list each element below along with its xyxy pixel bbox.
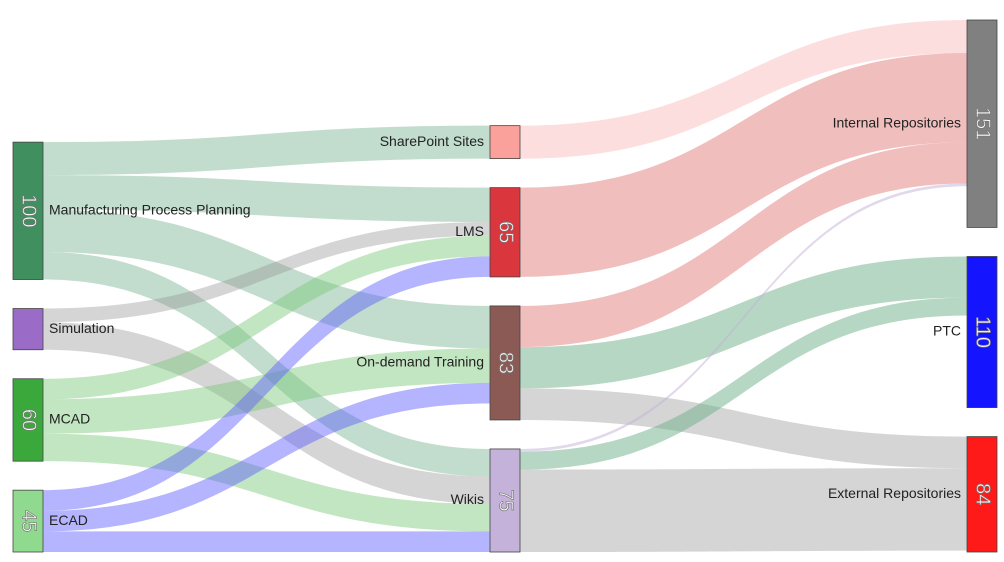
link bbox=[520, 388, 967, 469]
link bbox=[43, 252, 490, 477]
link bbox=[43, 348, 490, 434]
node-value: 45 bbox=[18, 510, 40, 532]
link bbox=[43, 175, 490, 222]
node-label: MCAD bbox=[49, 411, 90, 427]
link bbox=[43, 256, 490, 511]
node bbox=[489, 448, 521, 553]
node-value: 84 bbox=[972, 483, 994, 505]
node bbox=[12, 308, 44, 351]
node bbox=[489, 125, 521, 160]
link bbox=[43, 531, 490, 552]
link bbox=[43, 125, 490, 176]
node bbox=[966, 436, 998, 553]
link bbox=[520, 52, 967, 277]
node bbox=[12, 489, 44, 553]
link bbox=[520, 297, 967, 470]
node-value: 151 bbox=[972, 107, 994, 140]
link bbox=[43, 235, 490, 400]
node bbox=[489, 305, 521, 421]
node-label: Manufacturing Process Planning bbox=[49, 202, 251, 218]
node-label: Wikis bbox=[451, 491, 484, 507]
node-value: 65 bbox=[495, 221, 517, 243]
link bbox=[43, 209, 490, 349]
node bbox=[12, 141, 44, 280]
node-label: SharePoint Sites bbox=[380, 133, 484, 149]
node-label: On-demand Training bbox=[356, 354, 484, 370]
node-value: 60 bbox=[18, 409, 40, 431]
nodes: Manufacturing Process Planning 100 Simulat… bbox=[12, 19, 998, 553]
link bbox=[520, 468, 967, 552]
node-label: ECAD bbox=[49, 512, 88, 528]
node-label: LMS bbox=[455, 223, 484, 239]
node-value: 100 bbox=[18, 194, 40, 227]
link bbox=[43, 433, 490, 532]
link bbox=[43, 322, 490, 504]
node bbox=[12, 378, 44, 462]
node-label: Internal Repositories bbox=[833, 114, 961, 130]
links bbox=[43, 20, 967, 552]
node bbox=[966, 256, 998, 408]
link bbox=[520, 183, 967, 452]
node-label: PTC bbox=[933, 323, 961, 339]
node-label: Simulation bbox=[49, 320, 114, 336]
link bbox=[520, 142, 967, 348]
node-value: 75 bbox=[495, 489, 517, 511]
link bbox=[43, 382, 490, 532]
node-value: 110 bbox=[972, 316, 994, 348]
node-value: 83 bbox=[495, 352, 517, 374]
link bbox=[43, 221, 490, 323]
node bbox=[966, 19, 998, 228]
node bbox=[489, 187, 521, 278]
node-label: External Repositories bbox=[828, 485, 961, 501]
link bbox=[520, 20, 967, 159]
link bbox=[520, 256, 967, 389]
